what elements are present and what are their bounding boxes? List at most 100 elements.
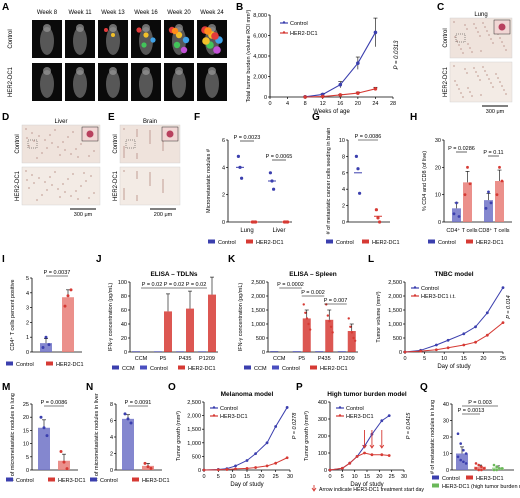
- tissue-label: Lung: [474, 12, 487, 18]
- data-point: [340, 466, 344, 470]
- tissue-texture: [488, 34, 490, 36]
- data-point: [462, 332, 466, 336]
- p-value: P = 0.02: [142, 282, 163, 288]
- bar: [198, 351, 206, 352]
- series-line: [404, 287, 504, 353]
- data-point: [474, 340, 477, 344]
- tissue-texture: [85, 180, 87, 182]
- data-point: [376, 216, 380, 220]
- tumor-blob: [143, 32, 149, 38]
- data-point: [44, 335, 48, 339]
- y-tick-label: 0: [399, 350, 402, 356]
- legend-label: HER2-DC1: [188, 366, 216, 372]
- y-tick-label: 8: [342, 154, 345, 160]
- tissue-texture: [123, 148, 125, 150]
- data-point: [66, 294, 70, 298]
- legend-marker: [142, 366, 146, 369]
- legend-marker: [212, 406, 216, 409]
- tissue-texture: [162, 183, 164, 185]
- y-tick-label: 8: [110, 402, 113, 408]
- x-tick-label: 5: [423, 356, 426, 362]
- bar: [347, 331, 356, 352]
- x-tick-label: 25: [389, 474, 395, 480]
- mouse-body: [73, 70, 87, 98]
- tissue-texture: [473, 23, 475, 25]
- tissue-texture: [501, 41, 503, 43]
- data-point: [492, 463, 496, 467]
- tissue-texture: [486, 30, 488, 32]
- p-value: P = 0.0013: [458, 408, 485, 414]
- histology-image: [21, 166, 101, 206]
- p-value: P = 0.003: [468, 400, 492, 406]
- y-tick-label: 30: [435, 138, 441, 144]
- p-value: P = 0.0415: [406, 412, 412, 439]
- x-tick-label: 20: [480, 356, 486, 362]
- legend-marker: [180, 366, 184, 369]
- data-point: [149, 466, 153, 470]
- tissue-texture: [67, 178, 69, 180]
- tissue-texture: [162, 189, 164, 191]
- y-tick-label: 0: [446, 468, 449, 474]
- tumor-blob: [204, 27, 212, 35]
- data-point: [268, 171, 272, 175]
- y-tick-label: 0: [124, 350, 127, 356]
- mouse-head: [175, 67, 183, 75]
- tissue-texture: [479, 35, 481, 37]
- tumor-blob: [180, 46, 188, 54]
- tissue-texture: [149, 132, 151, 134]
- tissue-texture: [136, 195, 138, 197]
- y-tick-label: 1,500: [251, 308, 265, 314]
- tumor-blob: [150, 37, 156, 43]
- tissue-texture: [480, 50, 482, 52]
- data-point: [355, 455, 359, 458]
- panel-letter: I: [2, 254, 5, 265]
- series-line: [404, 322, 504, 353]
- inset-box: [455, 33, 466, 43]
- data-point: [349, 325, 352, 328]
- legend-marker: [282, 21, 286, 24]
- x-tick-label: 0: [268, 101, 271, 107]
- legend-label: Control: [220, 406, 238, 412]
- series-line: [329, 415, 390, 471]
- data-point: [373, 87, 378, 91]
- tissue-texture: [482, 66, 484, 68]
- y-tick-label: 30: [443, 419, 449, 425]
- legend-label: Control: [336, 240, 354, 246]
- y-tick-label: 0: [438, 220, 441, 226]
- data-point: [378, 220, 382, 224]
- tissue-texture: [70, 195, 72, 197]
- tissue-texture: [149, 176, 151, 178]
- tissue-texture: [54, 171, 56, 173]
- x-tick-label: 5: [341, 474, 344, 480]
- data-point: [129, 421, 133, 425]
- data-point: [485, 333, 489, 337]
- data-point: [468, 182, 472, 186]
- tissue-texture: [480, 94, 482, 96]
- data-point: [348, 461, 352, 465]
- tissue-texture: [460, 92, 462, 94]
- tissue-texture: [136, 129, 138, 131]
- y-tick-label: 400: [318, 400, 327, 406]
- p-value: P = 0.0023: [234, 135, 261, 141]
- histology-image: [449, 61, 513, 103]
- y-tick-label: 6,000: [253, 34, 267, 40]
- tissue-texture: [25, 128, 27, 130]
- tissue-texture: [90, 175, 92, 177]
- data-point: [338, 82, 343, 87]
- data-point: [62, 460, 66, 464]
- data-point: [143, 461, 147, 465]
- row-label: HER2-DC1: [15, 170, 21, 201]
- tissue-texture: [38, 177, 40, 179]
- data-point: [356, 91, 360, 95]
- tissue-texture: [503, 89, 505, 91]
- tissue-texture: [464, 68, 466, 70]
- row-label: Control: [113, 134, 119, 153]
- tissue-texture: [456, 40, 458, 42]
- tissue-texture: [36, 157, 38, 159]
- p-value: P = 0.0037: [44, 270, 71, 276]
- data-point: [373, 30, 378, 35]
- tissue-texture: [466, 28, 468, 30]
- tumor-blob: [141, 42, 147, 48]
- tissue-texture: [123, 196, 125, 198]
- legend-label: Control: [346, 406, 364, 412]
